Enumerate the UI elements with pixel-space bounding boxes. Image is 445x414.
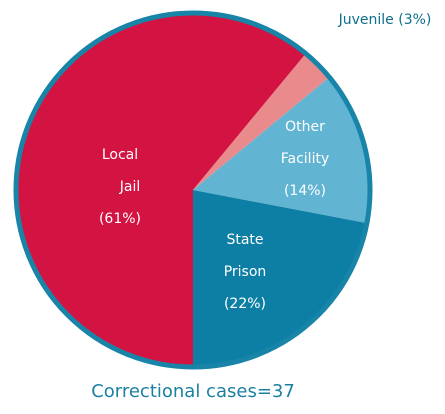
slice-name-line: Jail: [119, 179, 141, 195]
slice-label: Juvenile (3%): [338, 12, 432, 28]
slice-name-line: Other: [285, 119, 325, 135]
pie-border: [13, 10, 373, 370]
slice-value: (22%): [224, 296, 266, 312]
slice-name: Juvenile: [338, 12, 394, 28]
pie-slice: [193, 77, 370, 224]
pie-slice: [193, 53, 330, 190]
slice-name: Local Jail: [102, 147, 140, 195]
slice-name: State Prison: [224, 232, 267, 280]
slice-name: Other Facility: [281, 119, 330, 167]
slice-name-line: Local: [102, 147, 138, 163]
pie-slice: [16, 12, 306, 367]
slice-value: (3%): [398, 12, 431, 28]
slice-name-line: Facility: [281, 151, 330, 167]
slice-value: (61%): [99, 211, 141, 227]
slice-name-line: Prison: [224, 264, 267, 280]
slice-value: (14%): [284, 183, 326, 199]
pie-slice: [193, 190, 367, 367]
caption: Correctional cases=37: [91, 381, 295, 402]
slice-name-line: State: [226, 232, 263, 248]
